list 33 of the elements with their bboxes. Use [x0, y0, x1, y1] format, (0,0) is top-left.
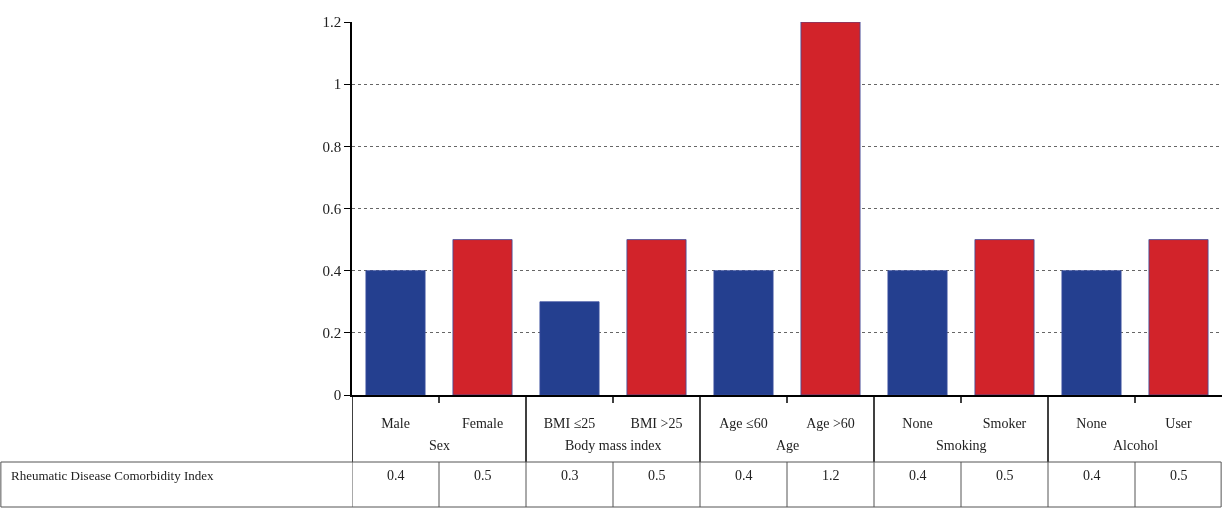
y-tick-label: 0	[333, 387, 342, 404]
data-label: 0.5	[996, 468, 1014, 483]
text: Smoking	[936, 438, 987, 453]
x-tick-label: Male	[381, 415, 410, 431]
data-label: 0.4	[387, 468, 405, 483]
x-tick-label: BMI ≤25	[543, 415, 596, 431]
y-tick-label: 1	[333, 76, 342, 93]
data-label: 0.5	[1170, 468, 1188, 483]
y-tick-label: 0.6	[322, 200, 342, 217]
data-label: 1.2	[822, 468, 840, 483]
text: Sex	[429, 438, 450, 453]
x-tick-label: BMI >25	[630, 415, 683, 431]
data-label: 0.5	[474, 468, 492, 483]
x-tick-label: Age ≤60	[719, 415, 768, 431]
x-tick-label: Age >60	[806, 415, 855, 431]
x-tick-label: Smoker	[982, 415, 1027, 431]
y-tick-label: 1.2	[322, 14, 342, 31]
y-tick-label: 0.2	[322, 325, 342, 342]
text: Body mass index	[565, 438, 662, 453]
data-label: 0.4	[735, 468, 753, 483]
x-tick-label: User	[1165, 415, 1193, 431]
x-tick-label: None	[1076, 415, 1107, 431]
data-label: 0.5	[648, 468, 666, 483]
data-label: 0.4	[1083, 468, 1101, 483]
data-label: 0.4	[909, 468, 927, 483]
x-tick-label: Female	[461, 415, 504, 431]
data-label: 0.3	[561, 468, 579, 483]
text: Alcohol	[1113, 438, 1159, 453]
x-tick-label: None	[902, 415, 933, 431]
y-tick-label: 0.8	[322, 138, 342, 155]
text: Rheumatic Disease Comorbidity Index	[11, 468, 215, 483]
y-tick-label: 0.4	[322, 262, 342, 279]
text: Age	[776, 438, 800, 453]
